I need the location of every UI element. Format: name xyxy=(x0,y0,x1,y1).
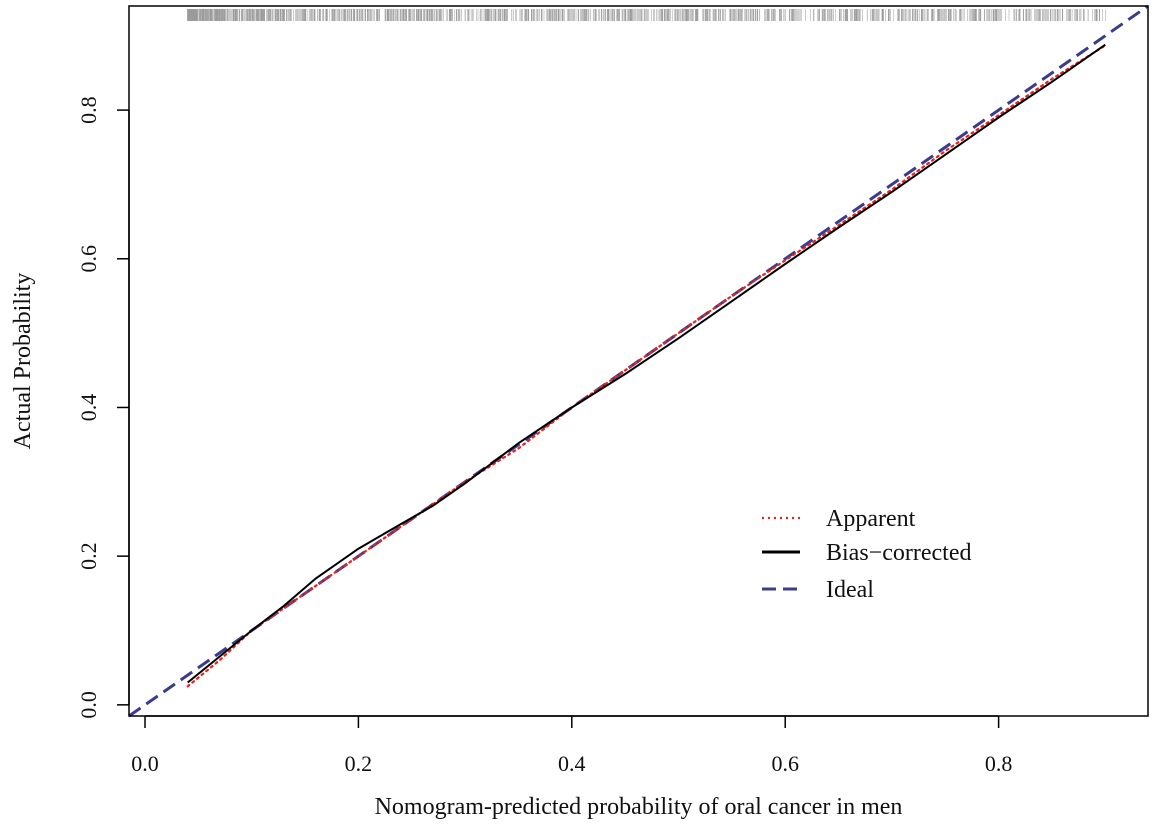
y-tick-label: 0.8 xyxy=(76,96,101,124)
x-tick-label: 0.8 xyxy=(985,751,1013,776)
x-tick-label: 0.4 xyxy=(558,751,586,776)
y-axis: 0.0 0.2 0.4 0.6 0.8 xyxy=(76,96,130,719)
series-line-bias-corrected xyxy=(187,43,1106,684)
legend-label: Apparent xyxy=(826,506,916,532)
series-line-ideal xyxy=(128,4,1149,718)
x-axis-title: Nomogram-predicted probability of oral c… xyxy=(375,794,903,820)
x-tick-label: 0.2 xyxy=(345,751,373,776)
rug-marks xyxy=(187,9,1106,21)
x-axis: 0.0 0.2 0.4 0.6 0.8 xyxy=(131,715,1013,776)
y-tick-label: 0.2 xyxy=(76,542,101,570)
legend-label: Bias−corrected xyxy=(826,540,971,566)
series-line-apparent xyxy=(186,44,1107,688)
legend-label: Ideal xyxy=(826,577,874,603)
x-tick-label: 0.6 xyxy=(771,751,799,776)
y-tick-label: 0.0 xyxy=(76,691,101,719)
legend: Apparent Bias−corrected Ideal xyxy=(762,506,971,603)
y-axis-title: Actual Probability xyxy=(10,273,36,450)
x-tick-label: 0.0 xyxy=(131,751,159,776)
series-layer xyxy=(128,4,1149,718)
rug-plot xyxy=(187,9,1106,21)
y-tick-label: 0.6 xyxy=(76,245,101,273)
y-tick-label: 0.4 xyxy=(76,394,101,422)
